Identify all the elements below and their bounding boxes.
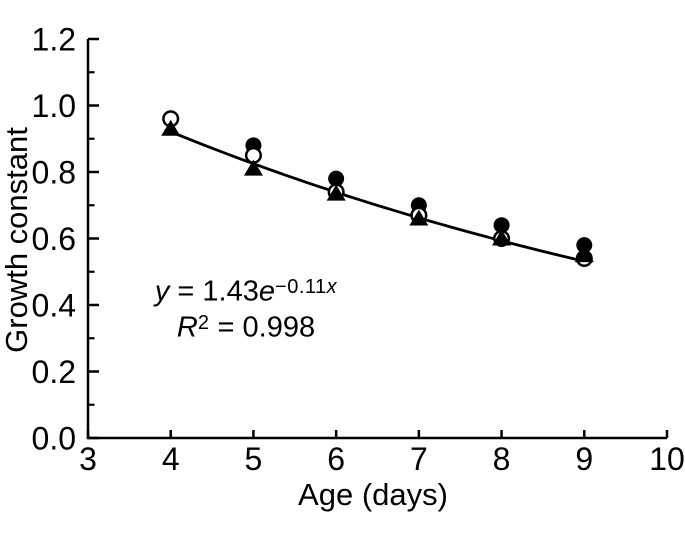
y-tick-label: 0.2	[32, 354, 76, 390]
x-tick-label: 10	[649, 441, 685, 477]
x-tick-label: 7	[410, 441, 428, 477]
x-tick-label: 6	[327, 441, 345, 477]
equation-exponent-variable: x	[326, 276, 338, 298]
x-tick-label: 8	[493, 441, 511, 477]
equation-base: e	[258, 275, 276, 308]
x-tick-label: 5	[245, 441, 263, 477]
r-squared-superscript: 2	[197, 311, 210, 334]
y-tick-label: 0.6	[32, 221, 76, 257]
fit-equation: y = 1.43e−0.11x	[155, 272, 337, 308]
r-squared-symbol: R	[176, 311, 198, 344]
r-squared-value: = 0.998	[209, 311, 316, 344]
marker-filled-triangle	[243, 159, 263, 176]
y-tick-label: 1.2	[32, 22, 76, 58]
marker-filled-circle	[576, 237, 593, 254]
y-axis-label: Growth constant	[0, 127, 34, 353]
equation-exponent: −0.11	[275, 276, 327, 298]
x-axis-label: Age (days)	[298, 477, 448, 512]
fit-curve	[170, 130, 585, 263]
marker-filled-triangle	[574, 246, 594, 263]
equation-variable: y	[154, 275, 170, 308]
marker-filled-triangle	[409, 209, 429, 226]
x-tick-label: 4	[162, 441, 180, 477]
y-tick-label: 0.8	[32, 155, 76, 191]
y-tick-label: 1.0	[32, 88, 76, 124]
marker-filled-circle	[328, 170, 345, 187]
r-squared-line: R2 = 0.998	[155, 308, 337, 344]
y-tick-label: 0.0	[32, 421, 76, 457]
x-tick-label: 3	[79, 441, 97, 477]
marker-filled-circle	[493, 217, 510, 234]
marker-filled-triangle	[326, 184, 346, 201]
fit-annotation: y = 1.43e−0.11x R2 = 0.998	[155, 272, 337, 343]
y-tick-label: 0.4	[32, 288, 76, 324]
equation-equals: =	[169, 275, 203, 308]
marker-filled-triangle	[161, 119, 181, 136]
marker-filled-triangle	[492, 229, 512, 246]
equation-coefficient: 1.43	[202, 275, 259, 308]
x-tick-label: 9	[575, 441, 593, 477]
